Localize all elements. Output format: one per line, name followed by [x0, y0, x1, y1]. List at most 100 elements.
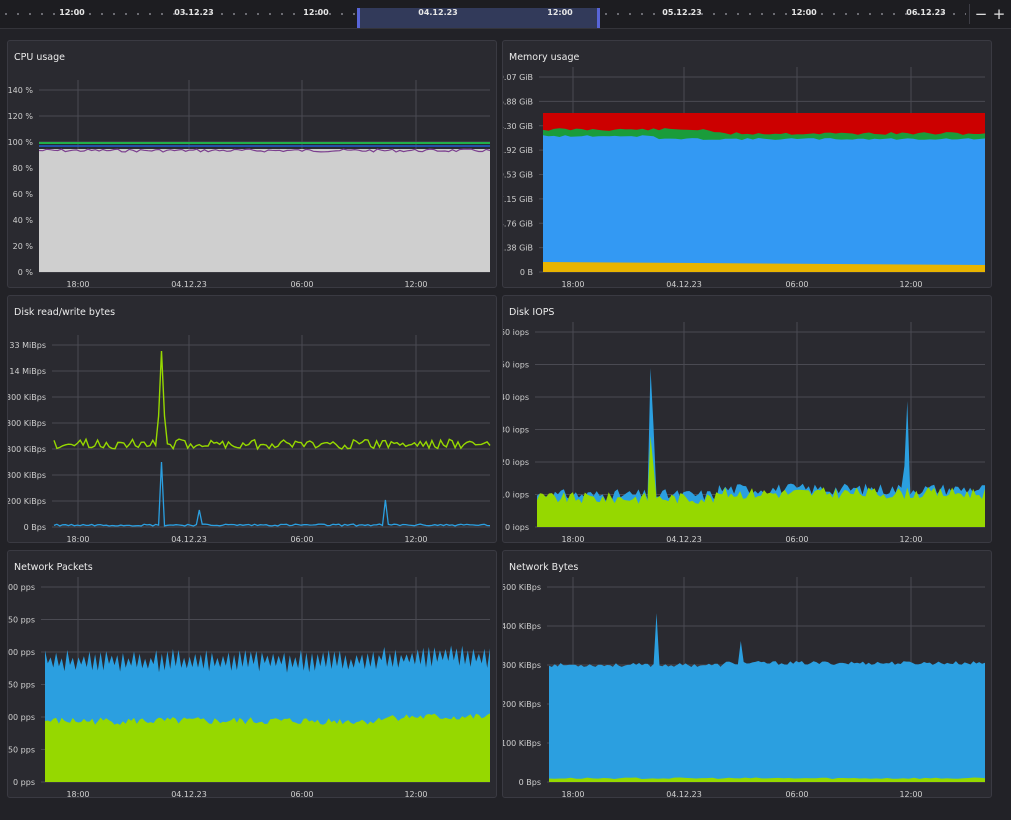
timeline-label: 03.12.23	[174, 8, 214, 17]
disk-bytes-panel: Disk read/write bytes 33 MiBps 14 MiBps 30…	[7, 295, 497, 543]
y-tick-label: 0 B	[520, 268, 533, 277]
x-tick-label: 12:00	[899, 535, 922, 543]
y-tick-label: 400 KiBps	[503, 622, 541, 631]
timeline-label: 12:00	[303, 8, 329, 17]
panel-title: Disk IOPS	[509, 307, 555, 318]
cpu-area	[39, 149, 490, 272]
packets-area-lime	[45, 713, 490, 782]
timeline-label: 05.12.23	[662, 8, 702, 17]
y-tick-label: 0 %	[18, 268, 34, 277]
y-tick-label: 6.88 GiB	[503, 97, 533, 106]
x-tick-label: 12:00	[404, 535, 427, 543]
timeline-track[interactable]: 12:00 03.12.23 12:00 04.12.23 12:00 05.1…	[0, 4, 966, 28]
y-tick-label: 9.07 GiB	[503, 73, 533, 82]
x-tick-label: 06:00	[290, 535, 313, 543]
x-tick-label: 04.12.23	[171, 280, 207, 288]
zoom-in-button[interactable]: +	[992, 5, 1006, 23]
panel-title: Network Bytes	[509, 562, 579, 573]
timeline-label: 12:00	[59, 8, 85, 17]
x-tick-label: 06:00	[785, 280, 808, 288]
y-tick-label: 300 KiBps	[503, 661, 541, 670]
y-tick-label: 140 %	[8, 86, 33, 95]
y-tick-label: 33 MiBps	[9, 341, 46, 350]
y-tick-label: 30 iops	[503, 426, 529, 435]
x-tick-label: 18:00	[561, 280, 584, 288]
x-tick-label: 18:00	[561, 790, 584, 798]
memory-usage-panel: Memory usage 9.07 GiB 6.88 GiB 4.30 GiB 1.9…	[502, 40, 992, 288]
zoom-out-button[interactable]: −	[974, 5, 988, 23]
x-tick-label: 06:00	[785, 535, 808, 543]
y-tick-label: 50 pps	[8, 746, 35, 755]
y-tick-label: 0 pps	[13, 778, 35, 787]
panel-title: CPU usage	[14, 52, 66, 63]
x-tick-label: 18:00	[66, 280, 89, 288]
x-tick-label: 04.12.23	[171, 535, 207, 543]
timeline-label: 12:00	[791, 8, 817, 17]
panel-title: Disk read/write bytes	[14, 307, 116, 318]
y-tick-label: 0 Bps	[519, 778, 541, 787]
y-tick-label: 100 %	[8, 138, 33, 147]
x-tick-label: 18:00	[561, 535, 584, 543]
bytes-area-blue	[549, 613, 985, 782]
timeline-navigator[interactable]: 12:00 03.12.23 12:00 04.12.23 12:00 05.1…	[0, 0, 1011, 29]
y-tick-label: 250 pps	[8, 616, 35, 625]
x-tick-label: 06:00	[290, 280, 313, 288]
timeline-selection[interactable]	[357, 8, 600, 28]
x-tick-label: 04.12.23	[171, 790, 207, 798]
y-tick-label: 40 %	[13, 216, 34, 225]
panel-title: Network Packets	[14, 562, 93, 573]
chart-svg[interactable]: 300 pps 250 pps 200 pps 150 pps 100 pps 50 pp…	[8, 551, 497, 798]
memory-area-yellow	[543, 262, 985, 272]
network-packets-panel: Network Packets 300 pps 250 pps 200 pps 150…	[7, 550, 497, 798]
x-tick-label: 12:00	[899, 280, 922, 288]
y-tick-label: 300 KiBps	[8, 393, 46, 402]
y-tick-label: 200 pps	[8, 648, 35, 657]
y-tick-label: 200 KiBps	[8, 497, 46, 506]
y-tick-label: 0 Bps	[24, 523, 46, 532]
network-bytes-panel: Network Bytes 500 KiBps 400 KiBps 300 KiBp…	[502, 550, 992, 798]
iops-area-lime	[537, 436, 985, 527]
chart-svg[interactable]: 33 MiBps 14 MiBps 300 KiBps 300 KiBps 300 Ki…	[8, 296, 497, 543]
chart-svg[interactable]: 140 % 120 % 100 % 80 % 60 % 40 % 20 % 0 % 18:00 0…	[8, 41, 497, 288]
y-tick-label: 60 iops	[503, 328, 529, 337]
cpu-usage-panel: CPU usage 140 % 120 % 100 % 80 % 60 % 40 % 20 …	[7, 40, 497, 288]
y-tick-label: 7.15 GiB	[503, 195, 533, 204]
y-tick-label: 60 %	[13, 190, 34, 199]
cpu-line-1	[38, 148, 491, 153]
x-tick-label: 12:00	[899, 790, 922, 798]
disk-read-line	[53, 461, 491, 527]
y-tick-label: 4.76 GiB	[503, 219, 533, 228]
y-tick-label: 1.92 GiB	[503, 146, 533, 155]
y-tick-label: 200 KiBps	[503, 700, 541, 709]
panel-title: Memory usage	[509, 52, 580, 63]
x-tick-label: 18:00	[66, 790, 89, 798]
y-tick-label: 10 iops	[503, 491, 529, 500]
x-tick-label: 06:00	[290, 790, 313, 798]
y-tick-label: 0 iops	[505, 523, 529, 532]
x-tick-label: 18:00	[66, 535, 89, 543]
x-tick-label: 12:00	[404, 280, 427, 288]
y-tick-label: 100 pps	[8, 713, 35, 722]
memory-area-blue	[543, 135, 985, 272]
disk-write-line	[53, 350, 491, 451]
y-tick-label: 20 %	[13, 242, 34, 251]
timeline-label: 06.12.23	[906, 8, 946, 17]
chart-svg[interactable]: 500 KiBps 400 KiBps 300 KiBps 200 KiBps 100 …	[503, 551, 992, 798]
chart-svg[interactable]: 60 iops 50 iops 40 iops 30 iops 20 iops 10 io…	[503, 296, 992, 543]
y-tick-label: 50 iops	[503, 361, 529, 370]
y-tick-label: 20 iops	[503, 458, 529, 467]
y-tick-label: 300 pps	[8, 583, 35, 592]
y-tick-label: 100 KiBps	[503, 739, 541, 748]
timeline-label: 12:00	[547, 8, 573, 17]
y-tick-label: 150 pps	[8, 681, 35, 690]
y-tick-label: 120 %	[8, 112, 33, 121]
chart-svg[interactable]: 9.07 GiB 6.88 GiB 4.30 GiB 1.92 GiB 9.53 GiB…	[503, 41, 992, 288]
x-tick-label: 12:00	[404, 790, 427, 798]
x-tick-label: 04.12.23	[666, 790, 702, 798]
y-tick-label: 4.30 GiB	[503, 122, 533, 131]
y-tick-label: 300 KiBps	[8, 445, 46, 454]
disk-iops-panel: Disk IOPS 60 iops 50 iops 40 iops 30 iops 20…	[502, 295, 992, 543]
y-tick-label: 2.38 GiB	[503, 244, 533, 253]
y-tick-label: 9.53 GiB	[503, 171, 533, 180]
x-tick-label: 06:00	[785, 790, 808, 798]
